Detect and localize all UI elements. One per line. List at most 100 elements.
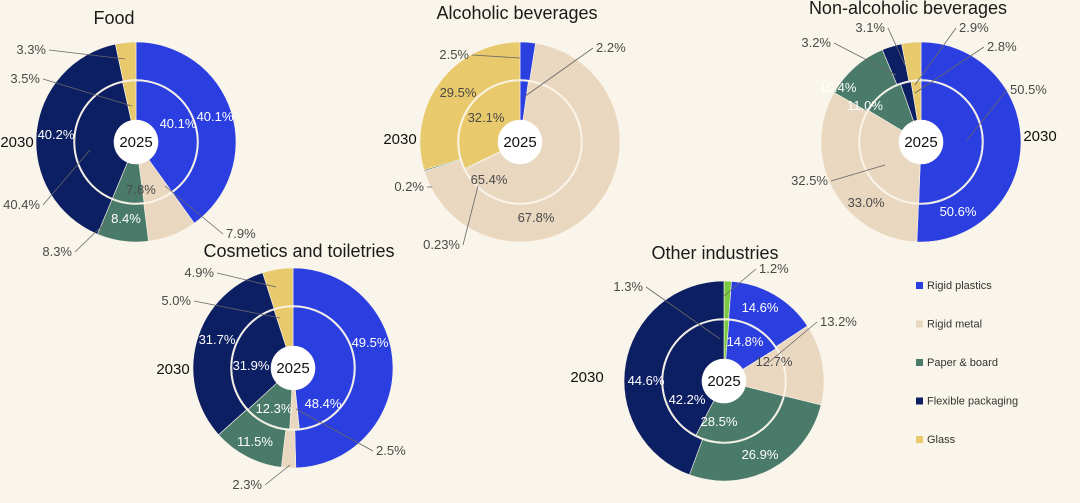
leader-line xyxy=(966,89,1008,141)
data-label: 7.9% xyxy=(226,226,256,241)
data-label: 1.3% xyxy=(613,279,643,294)
outer-year-label: 2030 xyxy=(570,369,603,386)
data-label: 2.5% xyxy=(439,47,469,62)
leader-line xyxy=(48,49,126,60)
data-label: 49.5% xyxy=(352,335,389,350)
inner-year-label: 2025 xyxy=(503,134,536,151)
donut-hole xyxy=(271,346,315,390)
legend-label-rigid-metal: Rigid metal xyxy=(927,319,982,331)
chart-title: Cosmetics and toiletries xyxy=(203,241,394,261)
chart-title: Non-alcoholic beverages xyxy=(809,0,1007,18)
chart-title: Alcoholic beverages xyxy=(436,3,597,23)
data-label: 13.2% xyxy=(820,314,857,329)
data-label: 5.0% xyxy=(161,293,191,308)
data-label: 50.6% xyxy=(940,204,977,219)
legend-label-rigid-plastics: Rigid plastics xyxy=(927,280,992,292)
data-label: 7.8% xyxy=(126,182,156,197)
data-label: 32.5% xyxy=(791,173,828,188)
outer-year-label: 2030 xyxy=(383,131,416,148)
leader-line xyxy=(42,78,133,107)
inner-year-label: 2025 xyxy=(707,373,740,390)
data-label: 65.4% xyxy=(471,172,508,187)
data-label: 26.9% xyxy=(742,447,779,462)
data-label: 3.1% xyxy=(855,20,885,35)
data-label: 8.3% xyxy=(42,244,72,259)
ring-divider xyxy=(230,305,356,431)
outer-year-label: 2030 xyxy=(0,134,33,151)
legend-swatch-flexible-packaging xyxy=(916,397,923,405)
data-label: 40.1% xyxy=(197,109,234,124)
data-label: 50.5% xyxy=(1010,82,1047,97)
inner-year-label: 2025 xyxy=(904,134,937,151)
leader-line xyxy=(767,321,818,364)
donut-hole xyxy=(702,359,746,403)
ring-divider xyxy=(73,79,199,205)
chart-title: Food xyxy=(93,8,134,28)
donut-chart-food: 2025 2030 Food 40.1% 7.8% 8.4% 40.2% 3.5% 40.1% 7… xyxy=(0,8,256,259)
leader-line xyxy=(193,300,281,319)
data-label: 3.3% xyxy=(16,42,46,57)
legend-swatch-paper-board xyxy=(916,359,923,366)
donut-hole xyxy=(114,120,158,164)
legend-label-paper-board: Paper & board xyxy=(927,357,998,369)
leader-line xyxy=(645,286,721,340)
data-label: 11.0% xyxy=(847,98,883,113)
data-label: 3.5% xyxy=(10,71,40,86)
donut-chart-cosmetics-and-toiletries: 2025 2030 Cosmetics and toiletries 48.4% 2.5… xyxy=(156,241,406,492)
data-label: 48.4% xyxy=(305,396,342,411)
inner-year-label: 2025 xyxy=(119,134,152,151)
data-label: 40.4% xyxy=(3,197,40,212)
data-label: 11.5% xyxy=(237,434,273,449)
data-label: 2.5% xyxy=(376,443,406,458)
legend-swatch-rigid-plastics xyxy=(916,282,923,289)
data-label: 4.9% xyxy=(184,265,214,280)
leader-line xyxy=(833,42,897,76)
data-label: 12.7% xyxy=(756,354,793,369)
data-label: 14.6% xyxy=(742,300,779,315)
legend-label-glass: Glass xyxy=(927,434,956,446)
donut-hole xyxy=(498,120,542,164)
inner-year-label: 2025 xyxy=(276,360,309,377)
ring-divider xyxy=(457,79,583,205)
data-label: 33.0% xyxy=(848,195,885,210)
data-label: 3.2% xyxy=(801,35,831,50)
donut-chart-other-industries: 2025 2030 Other industries 1.3% 14.8% 12.7% 28… xyxy=(570,243,857,482)
data-label: 8.4% xyxy=(111,211,141,226)
leader-line xyxy=(914,46,985,94)
data-label: 40.1% xyxy=(160,116,197,131)
leader-line xyxy=(830,164,886,182)
data-label: 67.8% xyxy=(518,210,555,225)
data-label: 2.2% xyxy=(596,40,626,55)
leader-line xyxy=(462,185,479,246)
leader-line xyxy=(723,268,757,297)
leader-line xyxy=(914,27,957,86)
inner-2025-slice-rigid-plastics xyxy=(918,80,983,204)
outer-year-label: 2030 xyxy=(1023,128,1056,145)
ring-divider xyxy=(661,318,787,444)
leader-line xyxy=(295,408,374,452)
leader-line xyxy=(471,54,521,59)
data-label: 2.3% xyxy=(232,477,262,492)
data-label: 2.9% xyxy=(959,20,989,35)
donut-hole xyxy=(899,120,943,164)
chart-title: Other industries xyxy=(651,243,778,263)
leader-line xyxy=(164,185,224,235)
legend: Rigid plastics Rigid metal Paper & board Fl… xyxy=(916,280,1018,446)
ring-divider xyxy=(858,79,984,205)
leader-line xyxy=(42,149,91,206)
data-label: 0.23% xyxy=(423,237,460,252)
data-label: 44.6% xyxy=(628,373,665,388)
data-label: 14.8% xyxy=(727,334,764,349)
data-label: 2.8% xyxy=(987,39,1017,54)
legend-swatch-rigid-metal xyxy=(916,320,923,328)
data-label: 12.3% xyxy=(256,401,293,416)
donut-chart-non-alcoholic-beverages: 2025 2030 Non-alcoholic beverages 50.6% 33.0… xyxy=(791,0,1057,243)
data-label: 42.2% xyxy=(669,392,706,407)
data-label: 1.2% xyxy=(759,261,789,276)
outer-year-label: 2030 xyxy=(156,361,189,378)
leader-line xyxy=(216,272,277,288)
data-label: 31.9% xyxy=(233,358,270,373)
data-label: 29.5% xyxy=(440,85,477,100)
leader-line xyxy=(523,47,594,98)
